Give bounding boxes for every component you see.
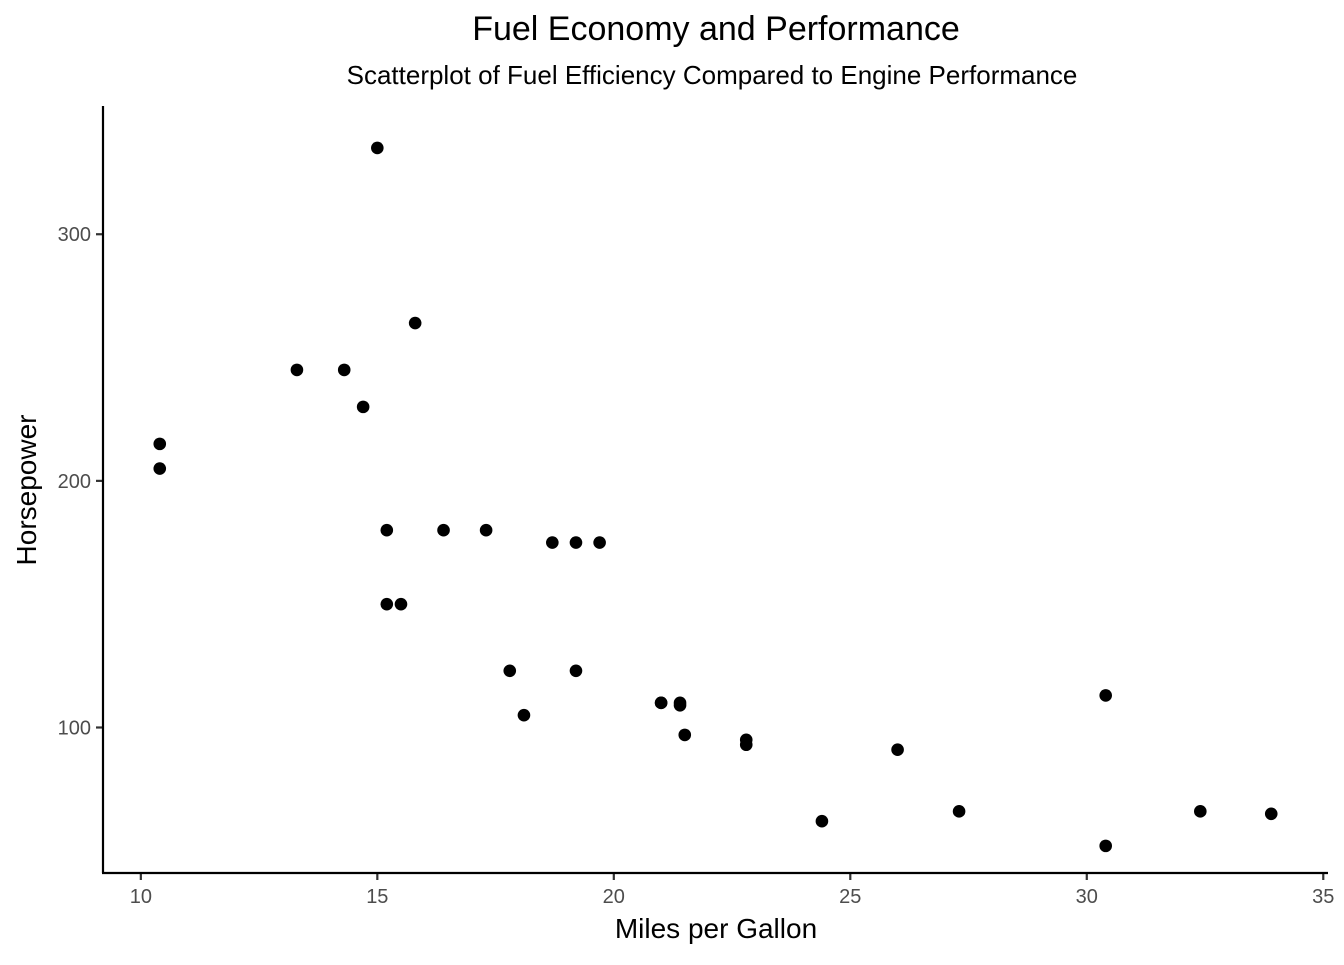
data-point: [654, 696, 668, 710]
data-point: [569, 536, 583, 549]
data-point: [678, 728, 692, 742]
data-point: [1264, 807, 1278, 821]
data-point: [1194, 805, 1207, 818]
data-point: [153, 462, 167, 475]
data-point: [356, 400, 370, 414]
data-point: [1099, 689, 1112, 702]
data-point: [1099, 839, 1112, 853]
data-point: [394, 597, 408, 611]
chart-subtitle: Scatterplot of Fuel Efficiency Compared …: [347, 60, 1078, 90]
data-point: [437, 523, 450, 537]
y-axis-title: Horsepower: [11, 415, 42, 566]
x-tick-label: 35: [1312, 886, 1334, 908]
data-point: [593, 536, 606, 549]
x-tick-label: 25: [839, 886, 861, 908]
x-tick-label: 20: [603, 886, 625, 908]
data-point: [290, 363, 304, 377]
x-tick-label: 30: [1076, 886, 1098, 908]
y-tick-label: 300: [58, 224, 91, 246]
data-point: [408, 316, 422, 330]
data-point: [380, 523, 394, 537]
data-point: [337, 363, 351, 377]
y-tick-label: 100: [58, 717, 91, 739]
data-point: [546, 536, 559, 549]
data-point: [153, 437, 167, 451]
data-point: [380, 597, 394, 611]
axis-ticks: 10 15 20 25 30 35 100 200 300: [58, 224, 1335, 908]
data-point: [673, 699, 687, 712]
x-axis-title: Miles per Gallon: [615, 913, 817, 944]
data-point: [479, 523, 493, 537]
x-tick-label: 10: [130, 886, 152, 908]
data-point: [739, 733, 753, 747]
y-tick-label: 200: [58, 471, 91, 493]
data-point: [371, 141, 384, 155]
data-point: [569, 664, 583, 678]
data-point: [815, 814, 829, 828]
x-tick-label: 15: [366, 886, 388, 908]
chart-title: Fuel Economy and Performance: [472, 10, 960, 48]
data-point: [952, 805, 966, 818]
data-point: [891, 743, 904, 756]
data-point: [517, 708, 531, 722]
data-points: [153, 141, 1278, 853]
data-point: [503, 664, 517, 678]
